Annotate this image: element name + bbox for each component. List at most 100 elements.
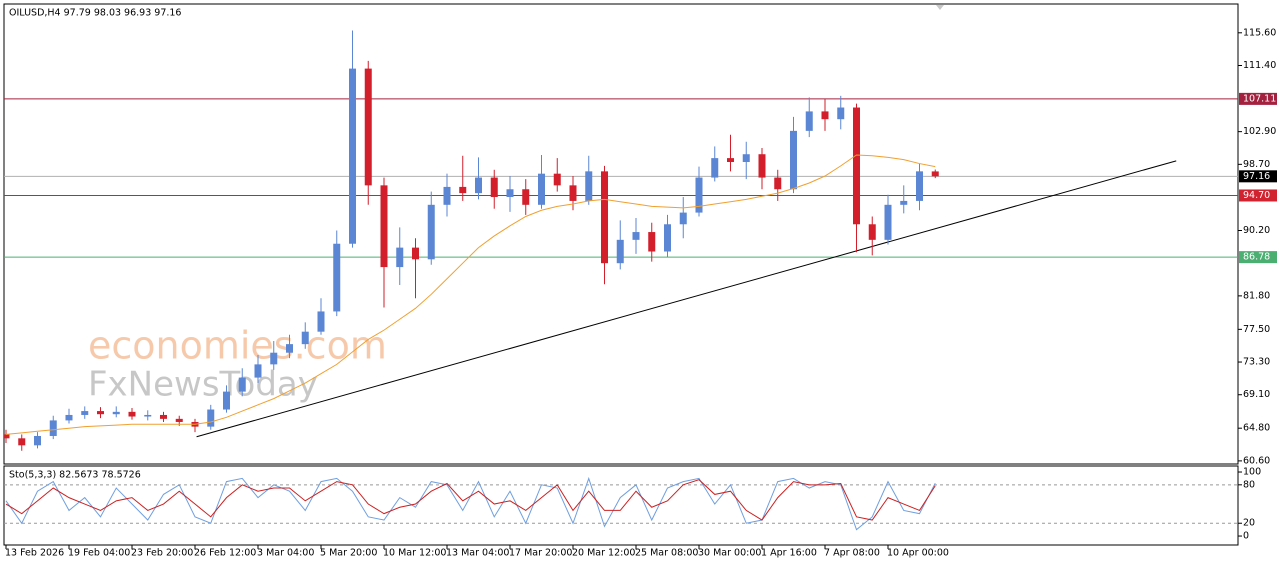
x-tick-label: 7 Apr 08:00 — [824, 548, 880, 559]
level-label-box — [1239, 251, 1277, 264]
x-tick-label: 19 Feb 04:00 — [68, 548, 130, 559]
level-label-box — [1239, 92, 1277, 105]
candle-body — [412, 247, 419, 260]
candle-body — [648, 232, 656, 252]
candle-body — [853, 107, 860, 225]
watermark: economies.com — [88, 324, 387, 368]
candle-body — [601, 171, 608, 264]
level-label: 107.11 — [1243, 93, 1276, 104]
level-label-box — [1239, 189, 1277, 202]
y-tick-label: 111.40 — [1243, 60, 1276, 71]
oscillator-title: Sto(5,3,3) 82.5673 78.5726 — [9, 470, 141, 481]
x-tick-label: 5 Mar 20:00 — [320, 548, 377, 559]
candle-body — [805, 111, 813, 131]
candle-body — [695, 177, 703, 213]
candle-body — [18, 438, 26, 446]
x-tick-label: 1 Apr 16:00 — [761, 548, 817, 559]
candle-body — [427, 204, 435, 260]
candle-body — [585, 171, 593, 201]
candle-body — [742, 154, 750, 163]
candle-body — [837, 107, 845, 120]
candle-body — [553, 173, 561, 186]
y-tick-label: 64.80 — [1243, 423, 1270, 434]
candle-body — [916, 171, 923, 201]
x-tick-label: 3 Mar 04:00 — [257, 548, 314, 559]
x-tick-label: 13 Feb 2026 — [5, 548, 64, 559]
candle-body — [522, 189, 530, 205]
y-tick-label: 69.10 — [1243, 389, 1270, 400]
candle-body — [758, 154, 766, 178]
candle-body — [884, 204, 892, 240]
candle-body — [286, 344, 293, 353]
candle-body — [664, 224, 671, 252]
candle-body — [538, 173, 545, 205]
candle-body — [65, 414, 73, 421]
x-tick-label: 13 Mar 04:00 — [446, 548, 509, 559]
level-label-box — [1239, 170, 1277, 183]
candle-body — [506, 189, 514, 198]
candle-body — [774, 177, 782, 190]
candle-body — [34, 435, 41, 446]
x-tick-label: 23 Feb 20:00 — [131, 548, 193, 559]
candle-body — [254, 364, 262, 378]
candle-body — [443, 186, 451, 205]
level-label: 86.78 — [1243, 252, 1270, 263]
candle-body — [396, 247, 404, 268]
y-tick-label: 73.30 — [1243, 357, 1270, 368]
x-tick-label: 17 Mar 20:00 — [509, 548, 572, 559]
y-tick-label: 77.50 — [1243, 324, 1270, 335]
watermark: FxNewsToday — [88, 365, 318, 405]
y-tick-label: 60.60 — [1243, 455, 1270, 466]
y-tick-label: 20 — [1243, 518, 1255, 529]
oscillator-frame — [3, 465, 1239, 546]
candle-body — [679, 212, 687, 225]
level-label: 97.16 — [1243, 171, 1270, 182]
x-tick-label: 30 Mar 00:00 — [698, 548, 761, 559]
candle-body — [364, 68, 372, 186]
x-tick-label: 20 Mar 12:00 — [572, 548, 635, 559]
candle-body — [270, 352, 278, 365]
candle-body — [490, 177, 498, 198]
y-tick-label: 81.80 — [1243, 290, 1270, 301]
oscillator-line — [5, 479, 936, 521]
candle-body — [223, 391, 230, 410]
candle-body — [175, 418, 183, 422]
candle-body — [317, 311, 325, 332]
candle-body — [97, 411, 104, 415]
x-tick-label: 10 Mar 12:00 — [383, 548, 446, 559]
y-tick-label: 115.60 — [1243, 27, 1276, 38]
candle-body — [238, 377, 246, 392]
candle-body — [128, 411, 136, 417]
candle-body — [931, 171, 939, 177]
main-frame — [3, 3, 1239, 465]
x-tick-label: 25 Mar 08:00 — [635, 548, 698, 559]
candle-body — [475, 177, 482, 194]
y-tick-label: 0 — [1243, 531, 1249, 542]
moving-average — [5, 154, 936, 435]
candle-body — [727, 158, 734, 163]
x-tick-label: 26 Feb 12:00 — [194, 548, 256, 559]
candle-body — [821, 111, 829, 120]
y-tick-label: 100 — [1243, 467, 1261, 478]
candle-body — [81, 411, 89, 415]
candle-body — [711, 158, 719, 178]
candle-body — [459, 186, 467, 194]
candle-body — [868, 224, 876, 240]
candle-body — [616, 239, 624, 264]
candle-body — [4, 434, 10, 439]
candle-body — [301, 331, 309, 345]
scroll-marker — [936, 5, 944, 10]
candle-body — [160, 414, 167, 419]
y-tick-label: 90.20 — [1243, 225, 1270, 236]
level-label: 94.70 — [1243, 190, 1270, 201]
candle-body — [333, 243, 341, 312]
candle-body — [900, 200, 908, 205]
x-tick-label: 10 Apr 00:00 — [887, 548, 949, 559]
y-tick-label: 102.90 — [1243, 126, 1276, 137]
candle-body — [49, 420, 57, 436]
candle-body — [632, 232, 640, 240]
candle-body — [349, 68, 356, 244]
candle-body — [112, 411, 120, 415]
